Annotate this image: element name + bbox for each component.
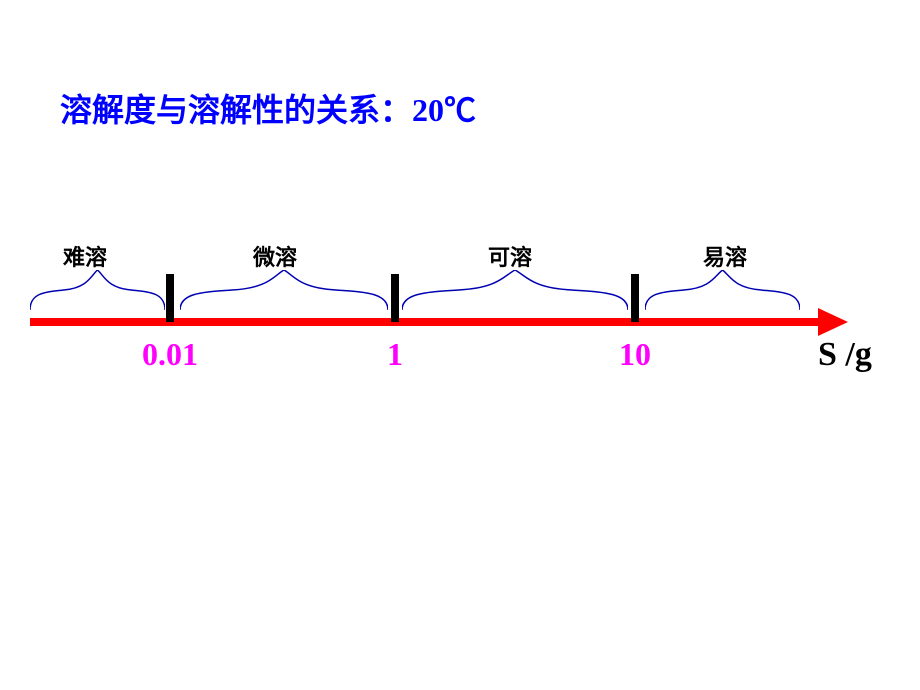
tick-label: 1	[335, 336, 455, 373]
region-label: 易溶	[665, 240, 785, 272]
axis-line	[30, 318, 820, 326]
region-label: 可溶	[450, 240, 570, 272]
axis-arrow-icon	[818, 308, 848, 336]
title-temp: 20℃	[412, 92, 476, 128]
title-main: 溶解度与溶解性的关系：	[60, 92, 412, 128]
axis-unit-label: S /g	[818, 336, 872, 374]
tick-label: 0.01	[110, 336, 230, 373]
axis-tick	[631, 274, 639, 322]
region-label: 微溶	[215, 240, 335, 272]
axis-tick	[166, 274, 174, 322]
region-label: 难溶	[25, 240, 145, 272]
tick-label: 10	[575, 336, 695, 373]
axis-tick	[391, 274, 399, 322]
slide-title: 溶解度与溶解性的关系：20℃	[60, 85, 476, 131]
slide: 溶解度与溶解性的关系：20℃ 0.01 1 10 难溶 微溶 可溶 易溶 S /g	[0, 0, 920, 690]
